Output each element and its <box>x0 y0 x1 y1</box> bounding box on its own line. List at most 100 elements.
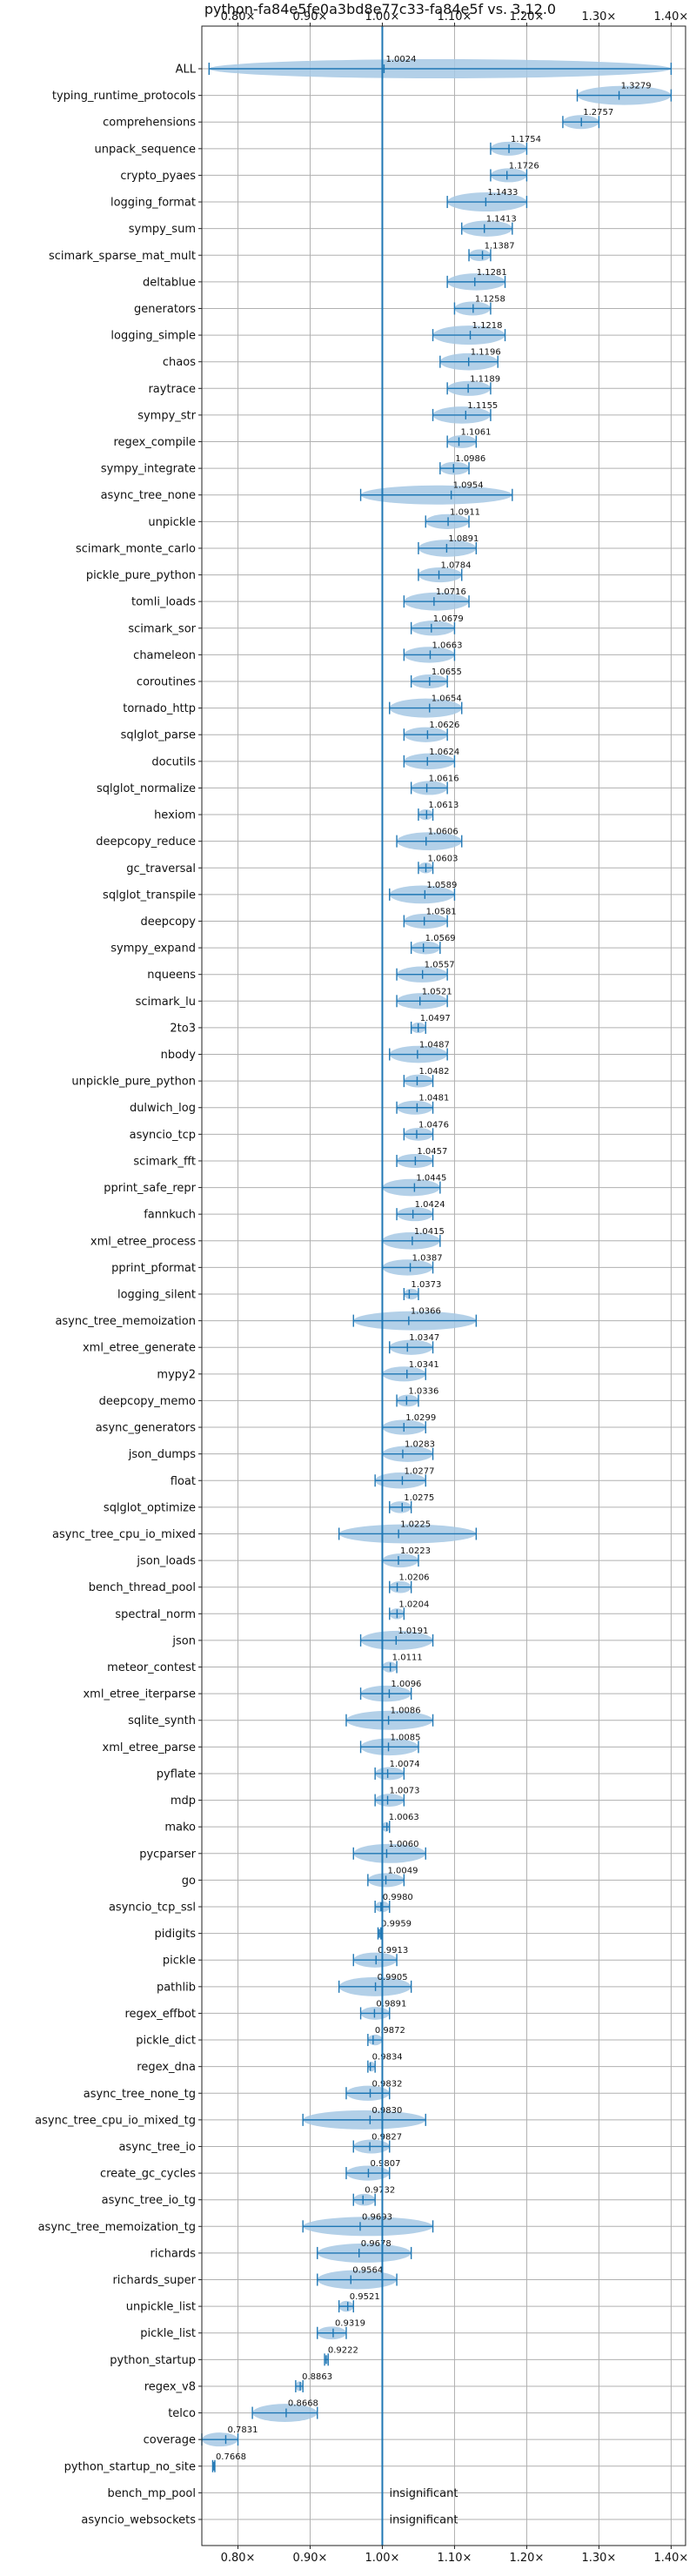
benchmark-row: sympy_integrate 1.0986 <box>101 454 686 476</box>
median-value-label: 1.0654 <box>432 694 462 704</box>
x-tick-label-top: 1.30× <box>581 10 616 23</box>
median-value-label: 1.0111 <box>392 1654 423 1663</box>
median-value-label: 1.0616 <box>429 774 459 783</box>
benchmark-row: mako 1.0063 <box>164 1813 686 1835</box>
median-value-label: 0.9980 <box>383 1893 413 1902</box>
benchmark-name: chameleon <box>133 649 196 662</box>
benchmark-row: async_generators 1.0299 <box>96 1413 686 1435</box>
benchmark-name: chaos <box>163 356 196 369</box>
benchmark-row: unpickle_list 0.9521 <box>126 2292 686 2314</box>
benchmark-name: deepcopy_reduce <box>96 835 196 849</box>
benchmark-name: richards_super <box>112 2274 196 2287</box>
benchmark-row: pickle_pure_python 1.0784 <box>86 561 686 583</box>
benchmark-name: 2to3 <box>170 1022 196 1035</box>
median-value-label: 0.9732 <box>365 2186 395 2196</box>
median-value-label: 1.0569 <box>425 934 456 943</box>
insignificant-label: insignificant <box>389 2487 458 2500</box>
benchmark-row: regex_dna 0.9834 <box>137 2053 686 2074</box>
median-value-label: 0.9678 <box>361 2239 392 2249</box>
benchmark-row: asyncio_tcp 1.0476 <box>130 1120 686 1142</box>
benchmark-row: dulwich_log 1.0481 <box>130 1094 686 1115</box>
benchmark-row: chaos 1.1196 <box>163 348 686 371</box>
benchmark-name: go <box>182 1875 196 1888</box>
benchmark-name: scimark_sor <box>128 622 196 635</box>
benchmark-name: deepcopy_memo <box>99 1395 196 1408</box>
median-value-label: 1.0347 <box>409 1333 439 1343</box>
benchmark-name: asyncio_websockets <box>81 2514 196 2527</box>
median-value-label: 0.9564 <box>352 2266 383 2276</box>
median-value-label: 1.0277 <box>404 1466 434 1476</box>
benchmark-row: nbody 1.0487 <box>161 1041 686 1063</box>
benchmark-name: xml_etree_generate <box>83 1342 196 1355</box>
benchmark-row: generators 1.1258 <box>134 294 686 316</box>
median-value-label: 1.1196 <box>471 348 501 358</box>
median-value-label: 1.0497 <box>420 1014 451 1023</box>
median-value-label: 1.0891 <box>448 534 478 544</box>
benchmark-name: sqlite_synth <box>128 1714 196 1727</box>
benchmark-row: scimark_lu 1.0521 <box>136 987 686 1010</box>
benchmark-row: mdp 1.0073 <box>171 1787 686 1808</box>
benchmark-name: gc_traversal <box>126 862 196 875</box>
benchmark-name: create_gc_cycles <box>100 2168 196 2181</box>
benchmark-name: pycparser <box>139 1848 196 1861</box>
benchmark-row: chameleon 1.0663 <box>133 641 686 663</box>
median-value-label: 1.1189 <box>470 374 500 384</box>
benchmark-name: regex_dna <box>137 2061 196 2074</box>
benchmark-name: pprint_pformat <box>111 1262 196 1275</box>
median-value-label: 1.0387 <box>412 1253 443 1263</box>
benchmark-name: unpickle <box>148 516 196 529</box>
benchmark-name: comprehensions <box>103 117 196 130</box>
median-value-label: 0.9521 <box>350 2292 380 2302</box>
benchmark-row: deepcopy_reduce 1.0606 <box>96 828 686 851</box>
benchmark-name: unpickle_pure_python <box>71 1076 196 1089</box>
median-value-label: 1.3279 <box>621 82 652 91</box>
benchmark-name: async_tree_cpu_io_mixed_tg <box>35 2114 196 2127</box>
benchmark-row: fannkuch 1.0424 <box>144 1200 686 1222</box>
benchmark-row: pyflate 1.0074 <box>157 1760 686 1781</box>
median-value-label: 1.0911 <box>450 507 480 517</box>
median-value-label: 1.0716 <box>436 587 466 597</box>
median-value-label: 1.0624 <box>429 748 459 757</box>
benchmark-row: sqlglot_optimize 1.0275 <box>104 1493 686 1514</box>
benchmark-name: json_loads <box>136 1555 196 1568</box>
benchmark-name: coverage <box>144 2434 196 2447</box>
median-value-label: 0.9834 <box>372 2053 403 2063</box>
benchmark-row: scimark_sparse_mat_mult 1.1387 <box>49 241 686 263</box>
benchmark-row: mypy2 1.0341 <box>157 1360 686 1382</box>
benchmark-row: tomli_loads 1.0716 <box>131 587 686 611</box>
benchmark-name: sqlglot_transpile <box>103 889 196 902</box>
benchmark-row: xml_etree_iterparse 1.0096 <box>83 1680 686 1702</box>
median-value-label: 1.0299 <box>405 1413 436 1423</box>
plot-frame <box>201 25 686 2546</box>
benchmark-name: richards <box>151 2247 197 2260</box>
benchmark-name: async_tree_memoization_tg <box>38 2221 196 2234</box>
benchmark-row: sympy_expand 1.0569 <box>110 934 686 956</box>
benchmark-row: pickle_dict 0.9872 <box>136 2026 686 2048</box>
benchmark-name: python_startup <box>110 2354 196 2367</box>
benchmark-row: richards 0.9678 <box>151 2239 686 2263</box>
median-value-label: 1.1413 <box>486 215 517 225</box>
median-value-label: 0.9913 <box>378 1946 408 1955</box>
benchmark-row: sympy_str 1.1155 <box>137 401 686 424</box>
median-value-label: 1.0613 <box>428 801 458 810</box>
x-tick-label-bottom: 1.30× <box>581 2552 616 2565</box>
benchmark-name: deltablue <box>143 276 196 289</box>
benchmark-name: docutils <box>151 755 196 768</box>
benchmark-name: sympy_sum <box>129 223 196 236</box>
benchmark-name: pickle_pure_python <box>86 569 196 582</box>
benchmark-row: xml_etree_process 1.0415 <box>90 1227 686 1250</box>
benchmark-name: xml_etree_process <box>90 1235 196 1248</box>
benchmark-name: tomli_loads <box>131 596 196 609</box>
benchmark-row: create_gc_cycles 0.9807 <box>100 2159 686 2181</box>
benchmark-name: ALL <box>176 64 197 77</box>
x-tick-label-bottom: 1.40× <box>653 2552 688 2565</box>
benchmark-name: dulwich_log <box>130 1102 196 1115</box>
median-value-label: 1.0581 <box>426 907 457 916</box>
median-value-label: 0.9319 <box>335 2319 365 2329</box>
median-value-label: 1.1061 <box>461 428 492 438</box>
median-value-label: 0.8863 <box>302 2372 332 2382</box>
benchmark-row: deepcopy 1.0581 <box>140 907 686 929</box>
median-value-label: 0.8668 <box>288 2399 318 2409</box>
benchmark-name: sqlglot_optimize <box>104 1501 196 1514</box>
